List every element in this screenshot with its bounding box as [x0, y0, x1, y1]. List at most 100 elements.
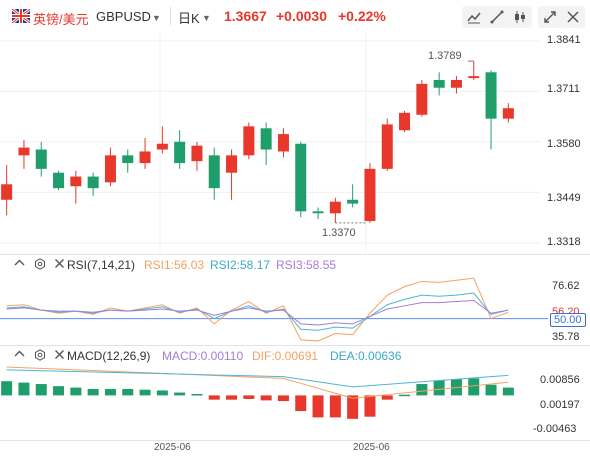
symbol-dropdown-icon[interactable]: ▼	[152, 13, 161, 23]
candle-body	[312, 211, 324, 214]
macd-bar	[277, 395, 289, 402]
rsi-chart[interactable]	[0, 274, 590, 344]
panel-divider	[0, 440, 590, 441]
indicator-icon	[467, 12, 481, 24]
panel-divider	[0, 254, 590, 255]
pair-name[interactable]: 英镑/美元	[33, 12, 89, 27]
candlestick-chart[interactable]	[0, 33, 590, 253]
candle-body	[208, 155, 220, 189]
dea-line	[6, 369, 509, 388]
header-divider	[170, 7, 171, 25]
fullscreen-button[interactable]	[538, 6, 562, 28]
symbol-label[interactable]: GBPUSD	[96, 9, 151, 24]
candle-body	[381, 124, 393, 169]
macd-bar	[485, 384, 497, 396]
candle-body	[1, 184, 13, 200]
draw-tool-button[interactable]	[485, 6, 509, 28]
candle-body	[87, 176, 99, 189]
period-dropdown-icon[interactable]: ▼	[202, 13, 211, 23]
macd-bar	[260, 395, 272, 401]
macd-bar	[295, 395, 307, 412]
rsi1-value: RSI1:56.03	[144, 258, 205, 272]
macd-bar	[364, 395, 376, 417]
macd-bar	[53, 386, 65, 396]
candle-body	[35, 149, 47, 169]
macd-bar	[156, 390, 168, 396]
macd-bar	[87, 389, 99, 396]
candle-body	[104, 155, 116, 183]
indicator-button[interactable]	[462, 6, 486, 28]
price-axis-label: 1.3580	[547, 138, 581, 150]
uk-flag-icon	[12, 9, 30, 23]
macd-bar	[416, 384, 428, 396]
macd-bar	[347, 395, 359, 419]
collapse-icon[interactable]	[14, 349, 25, 360]
macd-bar	[1, 381, 13, 396]
high-price-label: 1.3789	[428, 50, 462, 62]
rsi3-value: RSI3:58.55	[276, 258, 337, 272]
macd-axis-label: -0.00463	[533, 423, 577, 435]
candle-body	[502, 108, 514, 119]
close-button[interactable]	[561, 6, 585, 28]
candle-body	[277, 134, 289, 152]
macd-bar	[226, 395, 238, 400]
candle-body	[329, 201, 341, 214]
macd-bar	[399, 394, 411, 397]
candle-body	[295, 143, 307, 212]
candle-body	[399, 112, 411, 131]
macd-title: MACD(12,26,9)	[67, 349, 151, 363]
rsi2-value: RSI2:58.17	[210, 258, 271, 272]
candle-body	[191, 145, 203, 162]
date-axis-label: 2025-06	[154, 442, 191, 453]
candle-type-icon	[515, 11, 525, 23]
candle-body	[468, 76, 480, 79]
macd-value: MACD:0.00110	[162, 349, 244, 363]
macd-bar	[468, 378, 480, 396]
candle-body	[174, 141, 186, 164]
macd-chart[interactable]	[0, 365, 590, 440]
rsi1-line	[6, 277, 509, 342]
candle-body	[156, 143, 168, 150]
macd-bar	[381, 395, 393, 400]
candle-body	[347, 199, 359, 204]
macd-axis-label: 0.00197	[540, 399, 580, 411]
dif-value: DIF:0.00691	[252, 349, 319, 363]
panel-divider	[0, 345, 590, 346]
candle-body	[416, 83, 428, 115]
macd-header: MACD(12,26,9) MACD:0.00110 DIF:0.00691 D…	[0, 347, 590, 365]
close-icon	[567, 11, 579, 23]
price-axis-label: 1.3449	[547, 192, 581, 204]
macd-axis-label: 0.00856	[540, 374, 580, 386]
close-icon[interactable]	[54, 349, 65, 360]
macd-bar	[433, 380, 445, 396]
rsi-axis-label: 76.62	[552, 280, 580, 292]
macd-bar	[174, 392, 186, 396]
candle-body	[450, 80, 462, 88]
settings-icon[interactable]	[34, 258, 46, 270]
macd-bar	[502, 387, 514, 396]
settings-icon[interactable]	[34, 349, 46, 361]
macd-bar	[70, 387, 82, 396]
last-price: 1.3667	[224, 8, 267, 24]
dif-line	[6, 366, 509, 399]
period-selector[interactable]: 日K	[178, 11, 200, 26]
price-change-percent: +0.22%	[338, 8, 386, 24]
candle-body	[122, 155, 134, 164]
macd-bar	[208, 395, 220, 400]
rsi-50-tag: 50.00	[550, 313, 586, 327]
price-axis-label: 1.3841	[547, 34, 581, 46]
macd-bar	[191, 393, 203, 396]
candle-type-button[interactable]	[508, 6, 532, 28]
macd-bar	[243, 395, 255, 399]
candle-body	[433, 80, 445, 88]
collapse-icon[interactable]	[14, 258, 25, 269]
candle-body	[364, 168, 376, 221]
rsi3-line	[6, 299, 509, 326]
candle-body	[53, 172, 65, 189]
rsi-axis-label: 35.78	[552, 331, 580, 343]
candle-body	[260, 128, 272, 150]
candle-body	[226, 155, 238, 173]
fullscreen-icon	[544, 11, 556, 23]
macd-bar	[312, 395, 324, 418]
close-icon[interactable]	[54, 258, 65, 269]
